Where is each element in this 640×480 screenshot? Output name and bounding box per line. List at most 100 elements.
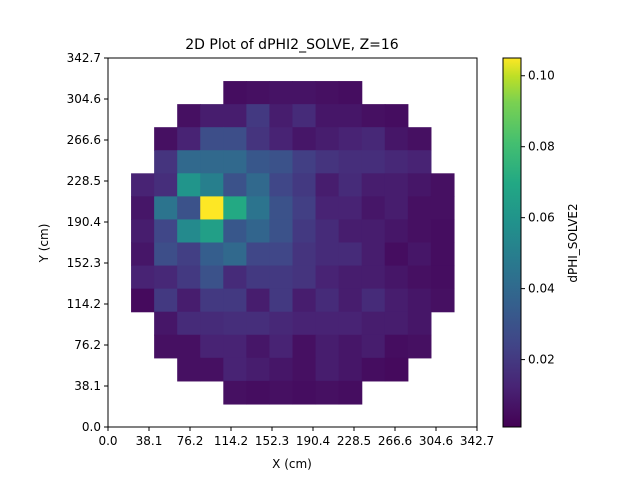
heatmap-cell xyxy=(177,173,201,197)
heatmap-cell xyxy=(361,173,386,197)
heatmap-cell xyxy=(269,104,294,128)
heatmap-cell xyxy=(384,242,409,267)
heatmap-cell xyxy=(292,288,317,313)
y-tick-label: 266.6 xyxy=(67,133,101,147)
x-axis-ticks: 0.0 38.1 76.2 114.2 152.3 190.4 228.5 266.6 304.… xyxy=(98,427,494,448)
heatmap-cell xyxy=(361,219,386,244)
y-tick-label: 342.7 xyxy=(67,51,101,65)
heatmap-cell xyxy=(223,104,247,128)
heatmap-cell xyxy=(407,242,432,267)
heatmap-cell xyxy=(430,196,455,221)
heatmap-cell xyxy=(407,219,432,244)
heatmap-cell xyxy=(430,265,455,290)
heatmap-cell xyxy=(430,219,455,244)
heatmap-cell xyxy=(361,334,386,359)
heatmap-cell xyxy=(154,150,178,174)
heatmap-cell xyxy=(131,173,155,197)
y-axis-label: Y (cm) xyxy=(37,224,51,264)
y-tick-label: 304.6 xyxy=(67,92,101,106)
heatmap-cell xyxy=(246,311,271,336)
heatmap-cell xyxy=(269,265,294,290)
heatmap-cell xyxy=(177,357,201,382)
heatmap-cell xyxy=(177,242,201,267)
x-tick-label: 190.4 xyxy=(296,434,330,448)
y-tick-label: 0.0 xyxy=(82,420,101,434)
heatmap-cell xyxy=(177,196,201,221)
heatmap-cell xyxy=(292,242,317,267)
heatmap-cell xyxy=(246,104,271,128)
heatmap-cell xyxy=(338,196,363,221)
heatmap-cell xyxy=(246,334,271,359)
heatmap-cell xyxy=(407,173,432,197)
heatmap-cell xyxy=(223,173,247,197)
heatmap-cell xyxy=(200,334,224,359)
heatmap-cell xyxy=(246,380,271,405)
heatmap-cell xyxy=(292,265,317,290)
heatmap-cell xyxy=(223,196,247,221)
x-axis-label: X (cm) xyxy=(272,457,312,471)
heatmap-cell xyxy=(269,127,294,151)
heatmap-cell xyxy=(269,380,294,405)
x-tick-label: 0.0 xyxy=(98,434,117,448)
heatmap-cell xyxy=(154,219,178,244)
x-tick-label: 304.6 xyxy=(419,434,453,448)
heatmap-cell xyxy=(154,265,178,290)
heatmap-cell xyxy=(315,357,340,382)
heatmap-cell xyxy=(361,150,386,174)
heatmap-cell xyxy=(384,150,409,174)
heatmap-cell xyxy=(315,127,340,151)
heatmap-cell xyxy=(200,150,224,174)
heatmap-cell xyxy=(269,357,294,382)
heatmap-cell xyxy=(315,288,340,313)
heatmap-cell xyxy=(177,265,201,290)
heatmap-cell xyxy=(177,127,201,151)
heatmap-cell xyxy=(361,196,386,221)
heatmap-cell xyxy=(200,104,224,128)
heatmap-cell xyxy=(246,81,271,105)
heatmap-cell xyxy=(223,150,247,174)
heatmap-cell xyxy=(384,311,409,336)
heatmap-cell xyxy=(361,288,386,313)
heatmap-cell xyxy=(292,311,317,336)
heatmap-cell xyxy=(384,265,409,290)
heatmap-cell xyxy=(246,357,271,382)
heatmap-cell xyxy=(292,334,317,359)
heatmap-cell xyxy=(154,242,178,267)
heatmap-cell xyxy=(200,265,224,290)
heatmap-cell xyxy=(407,196,432,221)
heatmap-cell xyxy=(177,219,201,244)
heatmap-cell xyxy=(269,288,294,313)
heatmap-cell xyxy=(338,334,363,359)
x-tick-label: 266.6 xyxy=(378,434,412,448)
heatmap-cell xyxy=(177,311,201,336)
heatmap-cell xyxy=(315,150,340,174)
heatmap-cell xyxy=(315,173,340,197)
heatmap-cell xyxy=(338,311,363,336)
heatmap-cell xyxy=(338,288,363,313)
heatmap-cell xyxy=(338,104,363,128)
heatmap-cell xyxy=(269,242,294,267)
heatmap-cell xyxy=(292,173,317,197)
heatmap-cell xyxy=(200,127,224,151)
y-tick-label: 190.4 xyxy=(67,215,101,229)
heatmap-cell xyxy=(269,196,294,221)
colorbar-tick-label: 0.02 xyxy=(528,353,555,367)
heatmap-cell xyxy=(361,127,386,151)
heatmap-cell xyxy=(315,196,340,221)
y-tick-label: 228.5 xyxy=(67,174,101,188)
colorbar-tick-label: 0.06 xyxy=(528,211,555,225)
heatmap-cell xyxy=(384,173,409,197)
heatmap-cell xyxy=(200,173,224,197)
heatmap-cell xyxy=(131,242,155,267)
heatmap-cell xyxy=(223,127,247,151)
heatmap-cell xyxy=(292,104,317,128)
colorbar-label: dPHI_SOLVE2 xyxy=(566,203,580,282)
heatmap-cell xyxy=(315,311,340,336)
x-tick-label: 76.2 xyxy=(177,434,204,448)
heatmap-cell xyxy=(131,219,155,244)
heatmap-cell xyxy=(154,334,178,359)
heatmap-cell xyxy=(338,357,363,382)
heatmap-cell xyxy=(154,196,178,221)
x-tick-label: 228.5 xyxy=(337,434,371,448)
heatmap-cell xyxy=(269,311,294,336)
